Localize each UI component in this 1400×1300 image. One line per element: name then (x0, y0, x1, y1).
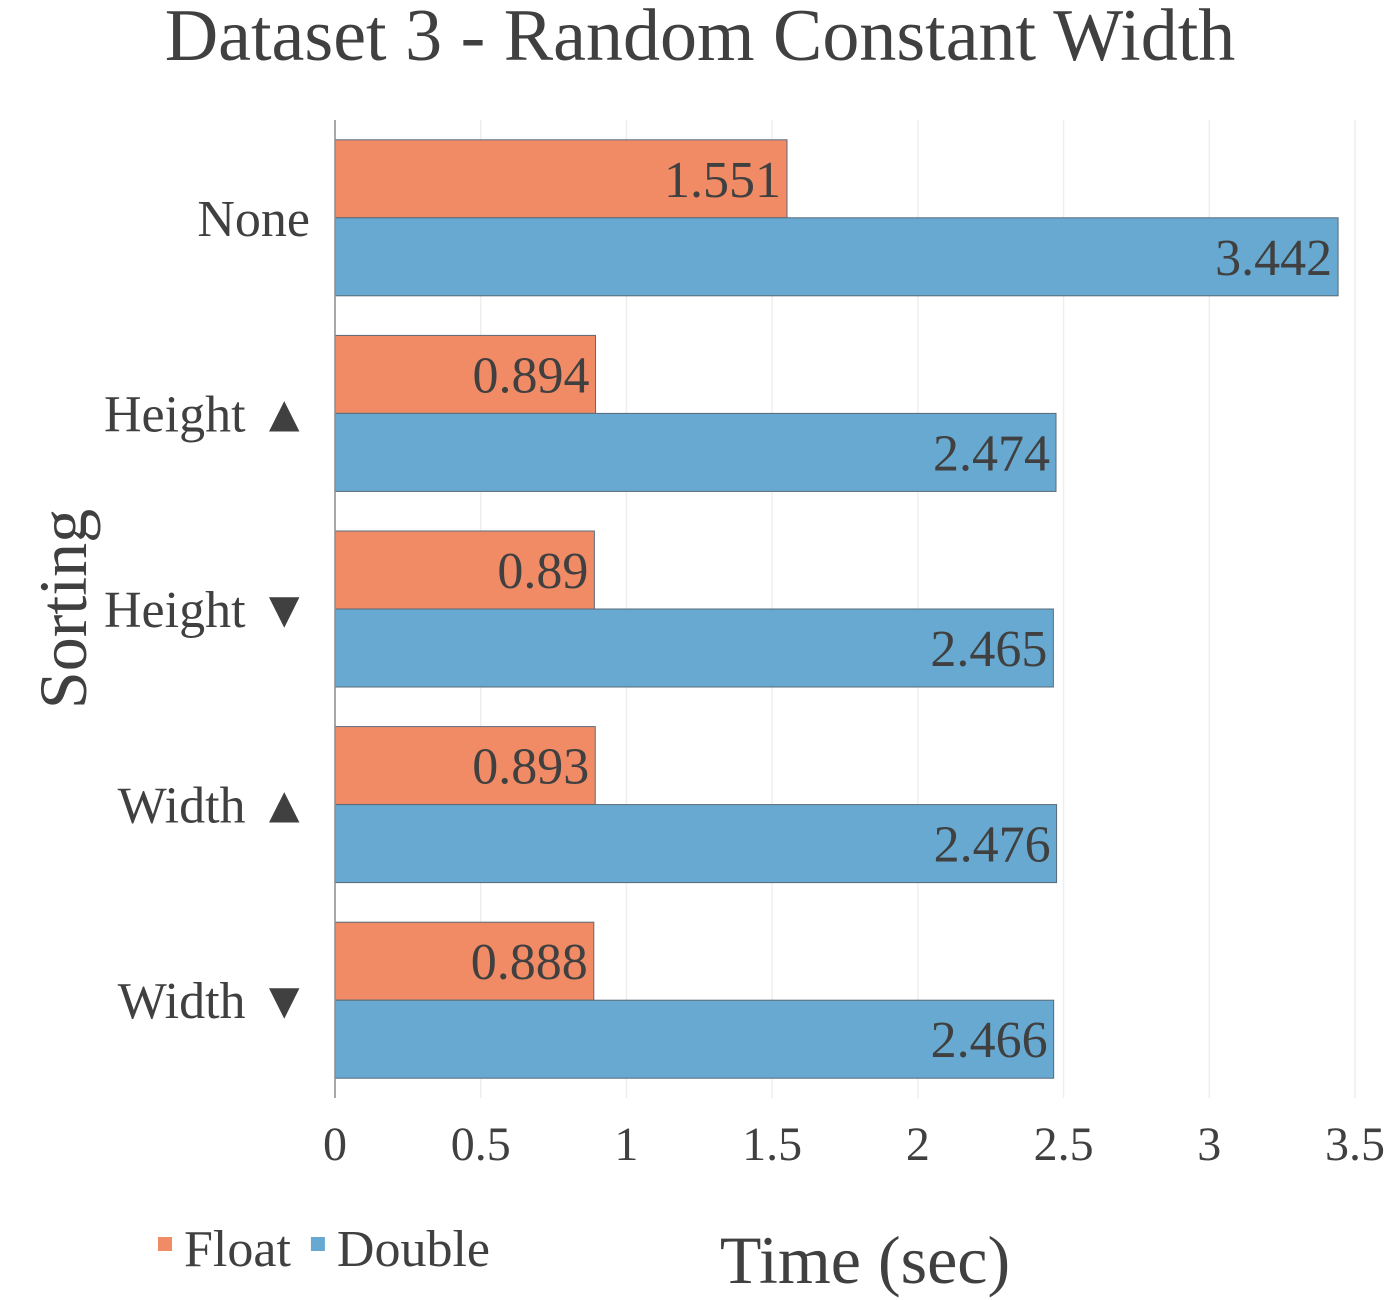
bar-double (334, 412, 1057, 492)
x-tick-label: 3 (1197, 1118, 1221, 1171)
x-tick-label: 2.5 (1034, 1118, 1094, 1171)
x-tick-labels: 0 0.5 1 1.5 2 2.5 3 3.5 (323, 1118, 1385, 1171)
x-tick-label: 2 (906, 1118, 930, 1171)
bar-double (334, 999, 1055, 1079)
legend-swatch-double (310, 1237, 325, 1251)
bar-double (334, 608, 1054, 688)
data-label-double: 3.442 (1215, 230, 1332, 287)
legend-label-double: Double (337, 1221, 490, 1278)
category-label: None (197, 191, 310, 248)
bar-float (334, 530, 595, 610)
data-label-float: 0.89 (497, 543, 588, 600)
legend: Float Double (158, 1221, 490, 1278)
bars (334, 139, 1339, 1079)
bar-float (334, 726, 596, 806)
data-label-float: 1.551 (664, 152, 781, 209)
chart-title: Dataset 3 - Random Constant Width (165, 0, 1236, 77)
x-tick-label: 1 (614, 1118, 638, 1171)
x-tick-label: 0.5 (451, 1118, 511, 1171)
x-tick-label: 0 (323, 1118, 347, 1171)
data-label-float: 0.894 (473, 347, 590, 404)
category-label: Width ▼ (118, 973, 310, 1030)
data-label-double: 2.476 (934, 817, 1051, 874)
data-label-double: 2.465 (930, 621, 1047, 678)
data-labels: 1.551 3.442 0.894 2.474 0.89 2.465 0.893 2.476 0… (471, 152, 1332, 1069)
x-tick-label: 1.5 (742, 1118, 802, 1171)
legend-swatch-float (158, 1237, 172, 1251)
bar-double (334, 804, 1058, 884)
data-label-double: 2.466 (931, 1012, 1048, 1069)
category-label: Height ▲ (104, 386, 310, 443)
category-label: Width ▲ (118, 778, 310, 835)
data-label-double: 2.474 (933, 425, 1050, 482)
bar-float (334, 334, 597, 414)
data-label-float: 0.893 (472, 739, 589, 796)
x-tick-label: 3.5 (1325, 1118, 1385, 1171)
y-axis-title: Sorting (25, 509, 101, 709)
category-labels: None Height ▲ Height ▼ Width ▲ Width ▼ (104, 191, 310, 1030)
category-label: Height ▼ (104, 582, 310, 639)
legend-label-float: Float (184, 1221, 291, 1278)
x-axis-title: Time (sec) (720, 1222, 1010, 1298)
bar-double (334, 217, 1339, 297)
data-label-float: 0.888 (471, 934, 588, 991)
